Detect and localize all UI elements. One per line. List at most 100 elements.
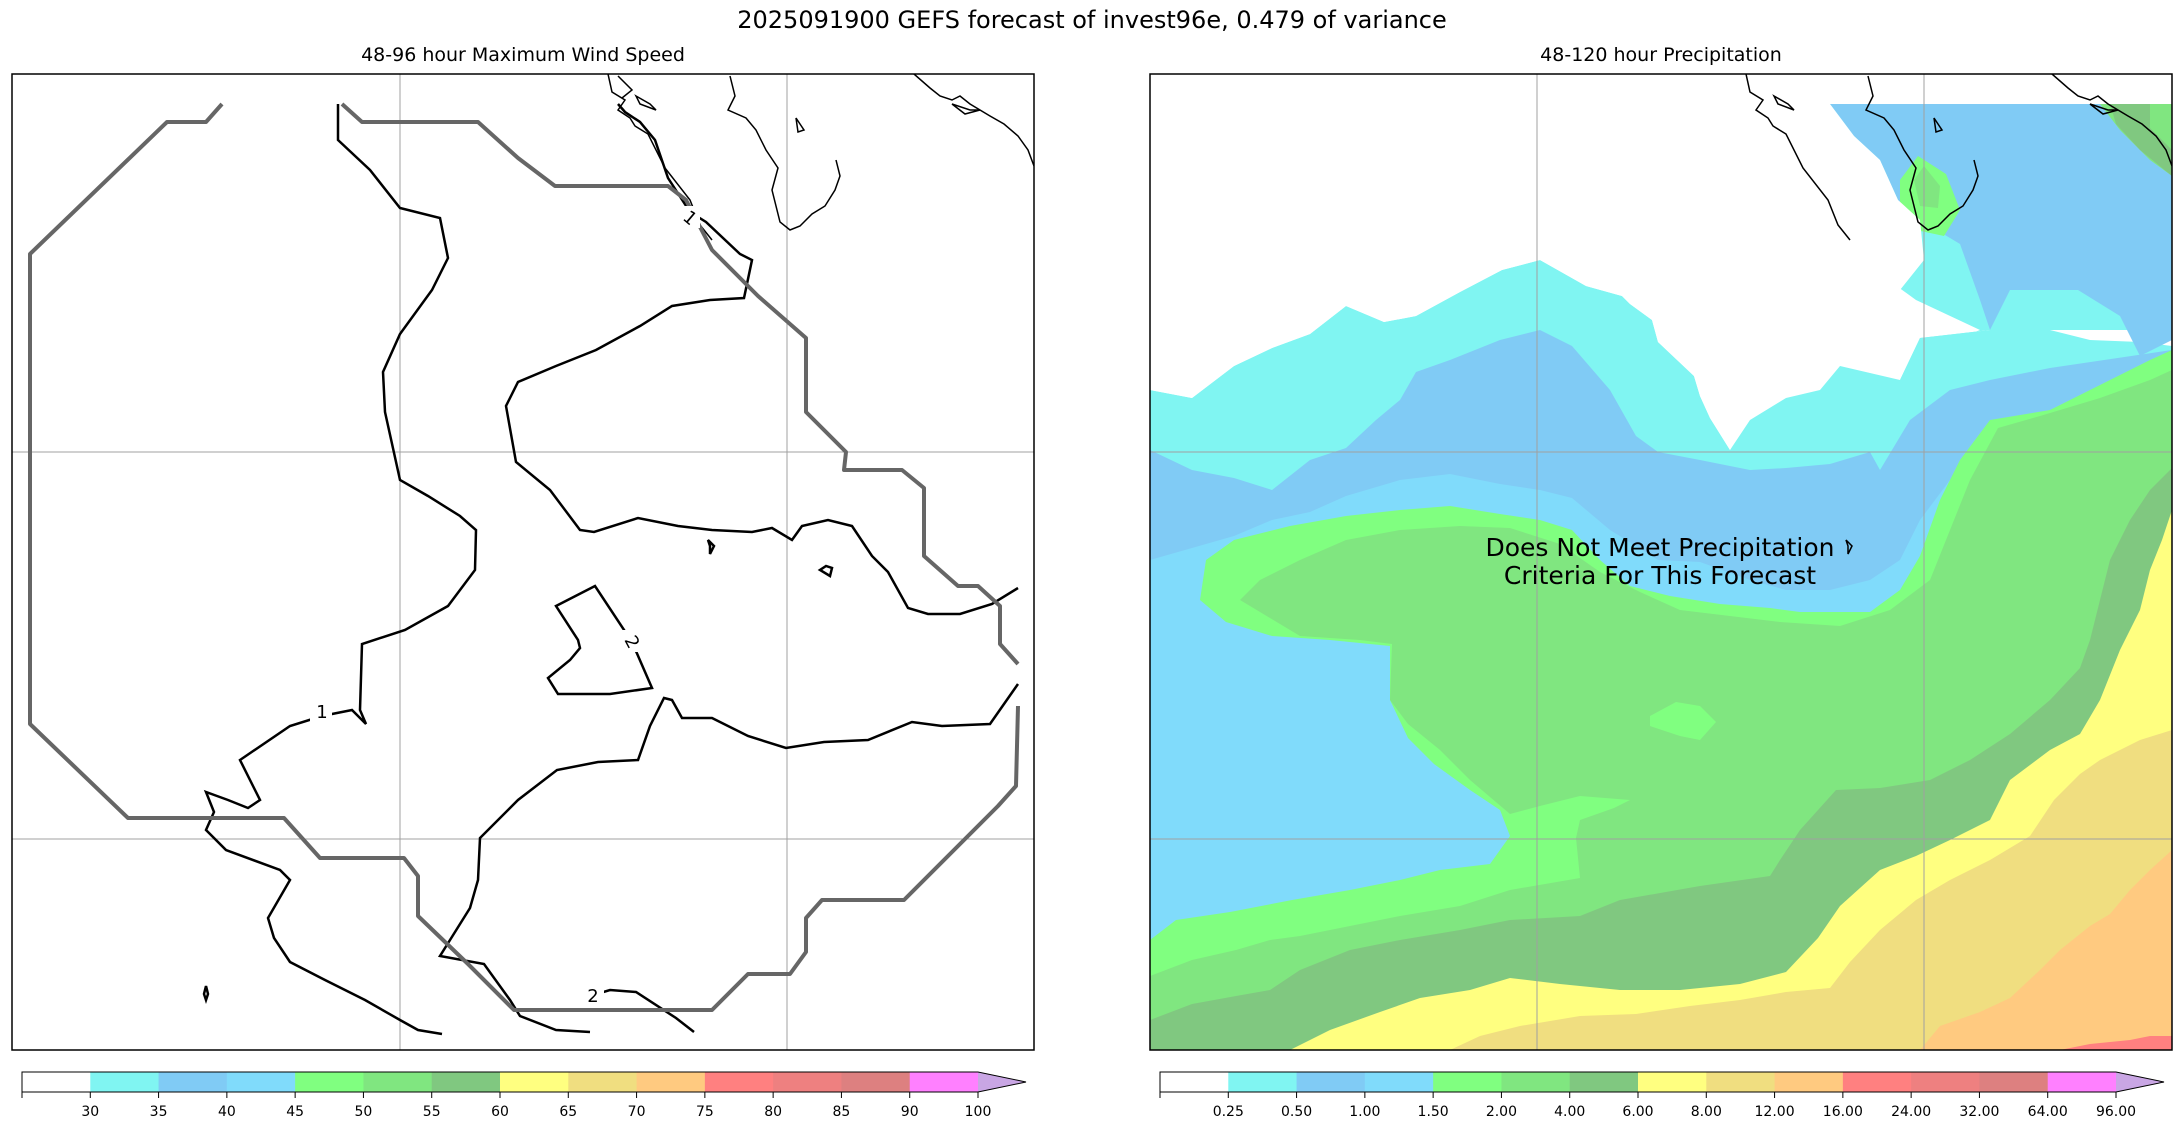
precip-colorbar-swatch: [1364, 1072, 1434, 1092]
precip-colorbar-tick-label: 4.00: [1554, 1104, 1585, 1120]
precip-colorbar-tick-label: 0.25: [1213, 1104, 1244, 1120]
precip-criteria-message-line2: Criteria For This Forecast: [1504, 561, 1816, 590]
wind-colorbar-outline: [21, 1071, 1027, 1093]
coastline-east: [913, 74, 1034, 167]
contour-level1-blob: [706, 539, 716, 555]
coastline-east: [2051, 74, 2172, 167]
precip-band-4.00-north: [2110, 104, 2172, 176]
contour-level1-main: [203, 104, 478, 1036]
precip-map-gridlines: [1150, 74, 2172, 1050]
precip-map-frame: [1149, 73, 2173, 1051]
contour-level1-upper: [504, 103, 1019, 616]
wind-colorbar-tick-label: 55: [423, 1104, 441, 1120]
precip-colorbar-tick-label: 0.50: [1281, 1104, 1312, 1120]
coastline-mainland: [1864, 75, 1979, 231]
wind-colorbar-tick-label: 35: [150, 1104, 168, 1120]
contour-level1-tick: [817, 564, 834, 578]
precip-colorbar-swatch: [2047, 1072, 2117, 1092]
wind-colorbar-swatch: [363, 1072, 433, 1092]
precip-blob-1.50: [1650, 702, 1716, 740]
wind-colorbar-extend-triangle: [978, 1072, 1026, 1092]
precip-colorbar-tick-label: 24.00: [1891, 1104, 1931, 1120]
wind-colorbar-swatch: [704, 1072, 774, 1092]
wind-colorbar-tick-label: 90: [901, 1104, 919, 1120]
coastline-island-4: [951, 103, 981, 115]
wind-map-background: [12, 74, 1034, 1050]
wind-colorbar-tick-label: 75: [696, 1104, 714, 1120]
precip-colorbar-swatch: [1842, 1072, 1912, 1092]
precip-colorbar: 0.25 0.50 1.00 1.50 2.00 4.00 6.00 8.00 12.00 16.…: [1159, 1071, 2165, 1120]
precip-colorbar-tick-label: 32.00: [1959, 1104, 1999, 1120]
wind-colorbar-swatch: [841, 1072, 911, 1092]
precip-no-data-north: [1150, 74, 1924, 450]
coastline-island-3: [795, 117, 806, 133]
coastline-island-2: [617, 75, 634, 99]
contour-label-bg: [678, 206, 700, 228]
precip-colorbar-swatch: [1774, 1072, 1844, 1092]
coastline-island-4: [2089, 103, 2119, 115]
precip-colorbar-tick-label: 1.00: [1349, 1104, 1380, 1120]
wind-colorbar-tick-label: 80: [764, 1104, 782, 1120]
precip-colorbar-extend-triangle: [2116, 1072, 2164, 1092]
wind-colorbar-swatch: [22, 1072, 91, 1092]
precip-colorbar-tick-label: 12.00: [1755, 1104, 1795, 1120]
contour-label-2-south: 2: [587, 986, 598, 1007]
wind-colorbar-swatch: [636, 1072, 706, 1092]
wind-colorbar: 30 35 40 45 50 55 60 65 70 75 80 85 90 100: [21, 1071, 1027, 1120]
precip-map-coastlines: [1745, 74, 2172, 555]
precip-colorbar-tick-label: 16.00: [1823, 1104, 1863, 1120]
contour-label-bg: [310, 700, 332, 722]
wind-colorbar-swatch: [295, 1072, 364, 1092]
coastline-island-1: [634, 94, 657, 111]
wind-contour-labels: 1 1 2 2: [310, 206, 701, 1007]
contour-label-bg: [582, 984, 604, 1006]
precip-colorbar-swatch: [1911, 1072, 1980, 1092]
wind-colorbar-swatch: [226, 1072, 296, 1092]
precip-colorbar-tick-label: 96.00: [2096, 1104, 2136, 1120]
forecast-cone-outline: [28, 102, 1020, 1012]
wind-colorbar-swatch: [773, 1072, 842, 1092]
wind-colorbar-swatch: [431, 1072, 501, 1092]
wind-contours: [202, 103, 1020, 1036]
precip-criteria-message-line1: Does Not Meet Precipitation: [1486, 533, 1835, 562]
coastline-baja: [1745, 74, 1851, 241]
contour-level1-dot: [202, 985, 210, 1004]
precip-colorbar-swatch: [1638, 1072, 1707, 1092]
wind-colorbar-tick-label: 65: [559, 1104, 577, 1120]
coastline-mainland: [726, 75, 841, 231]
wind-colorbar-tick-label: 50: [355, 1104, 373, 1120]
precip-colorbar-swatch: [1979, 1072, 2049, 1092]
contour-label-1-west: 1: [316, 702, 327, 723]
wind-colorbar-swatch: [568, 1072, 638, 1092]
precip-band-12.00: [1920, 850, 2172, 1050]
contour-level2-loop: [546, 584, 654, 696]
wind-colorbar-tick-label: 100: [965, 1104, 992, 1120]
precip-colorbar-tick-label: 8.00: [1691, 1104, 1722, 1120]
wind-map-gridlines: [12, 74, 1034, 1050]
wind-colorbar-swatch: [158, 1072, 228, 1092]
wind-speed-map: 1 1 2 2: [11, 73, 1035, 1051]
coastline-islet: [1845, 539, 1853, 555]
precipitation-map: Does Not Meet Precipitation Criteria For…: [1149, 73, 2173, 1051]
precip-colorbar-outline: [1159, 1071, 2165, 1093]
precip-colorbar-swatch: [1160, 1072, 1229, 1092]
precip-band-16.00: [2060, 1036, 2172, 1050]
wind-map-frame: [11, 73, 1035, 1051]
precip-colorbar-swatch: [1501, 1072, 1571, 1092]
left-panel-title: 48-96 hour Maximum Wind Speed: [361, 44, 685, 66]
precip-colorbar-swatch: [1433, 1072, 1502, 1092]
precip-colorbar-swatch: [1706, 1072, 1776, 1092]
precip-colorbar-tick-label: 6.00: [1622, 1104, 1653, 1120]
wind-colorbar-tick-label: 85: [833, 1104, 851, 1120]
precip-colorbar-swatch: [1296, 1072, 1366, 1092]
forecast-cone: [28, 102, 1020, 1012]
wind-colorbar-swatch: [500, 1072, 569, 1092]
contour-label-bg: [620, 630, 642, 652]
precip-colorbar-tick-label: 64.00: [2028, 1104, 2068, 1120]
wind-colorbar-tick-label: 30: [81, 1104, 99, 1120]
figure-title: 2025091900 GEFS forecast of invest96e, 0…: [737, 6, 1447, 34]
coastline-island-1: [1772, 94, 1795, 111]
wind-colorbar-swatch: [909, 1072, 979, 1092]
wind-colorbar-tick-label: 40: [218, 1104, 236, 1120]
